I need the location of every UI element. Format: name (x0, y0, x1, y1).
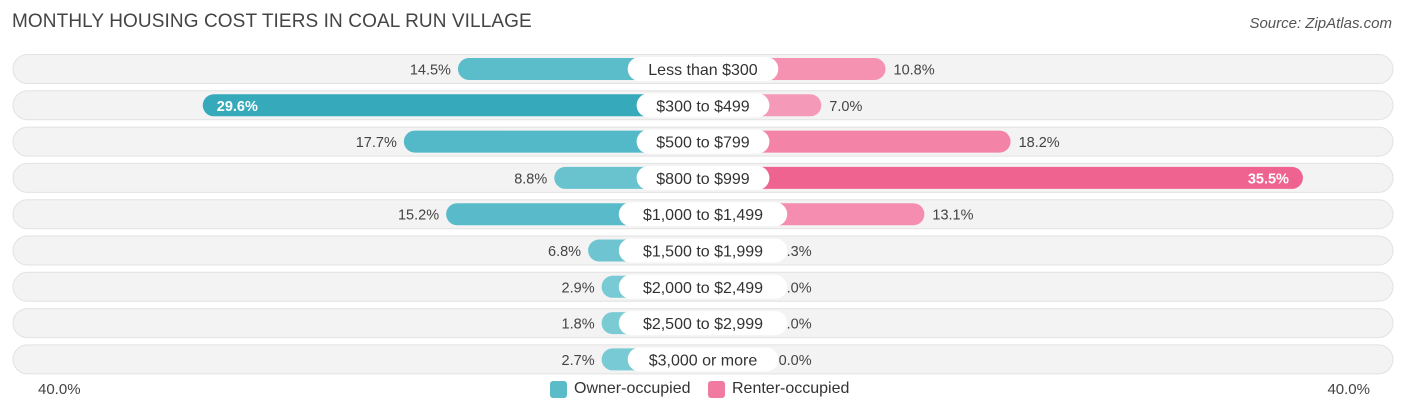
owner-value-label: 14.5% (410, 63, 451, 79)
renter-value-label: 7.0% (829, 99, 862, 115)
category-label-pill (618, 238, 788, 263)
owner-value-label: 6.8% (548, 244, 581, 260)
bar-owner (202, 94, 703, 117)
legend-renter: Renter-occupied (708, 380, 849, 398)
bar-renter (703, 130, 1011, 153)
category-label-pill (627, 57, 779, 81)
legend-renter-swatch (708, 380, 725, 398)
legend-owner: Owner-occupied (550, 380, 691, 398)
category-label-pill (636, 165, 770, 190)
renter-value-label: 0.0% (779, 353, 812, 369)
renter-value-label: 13.1% (932, 208, 973, 224)
source-note: Source: ZipAtlas.com (1249, 15, 1392, 32)
category-label: $3,000 or more (649, 352, 758, 369)
category-label-pill (636, 129, 770, 154)
category-label-pill (618, 274, 788, 299)
chart-title: MONTHLY HOUSING COST TIERS IN COAL RUN V… (12, 11, 532, 32)
category-label: $300 to $499 (656, 98, 750, 115)
renter-value-label: 35.5% (1248, 171, 1289, 187)
category-label: Less than $300 (648, 62, 758, 79)
owner-value-label: 8.8% (514, 171, 547, 187)
owner-value-label: 15.2% (398, 208, 439, 224)
legend-owner-label: Owner-occupied (574, 380, 691, 397)
bar-renter (703, 166, 1303, 189)
chart-canvas: 14.5% 10.8% Less than $300 29.6% 7.0% $300 to… (12, 54, 1394, 375)
category-label-pill (627, 347, 779, 372)
category-label-pill (636, 93, 770, 118)
owner-value-label: 2.9% (562, 280, 595, 296)
legend-owner-swatch (550, 380, 567, 398)
owner-value-label: 29.6% (217, 99, 258, 115)
legend-renter-label: Renter-occupied (732, 380, 850, 397)
category-label-pill (618, 202, 788, 227)
category-label: $2,500 to $2,999 (643, 316, 763, 333)
category-label: $2,000 to $2,499 (643, 280, 763, 297)
axis-left-label: 40.0% (38, 381, 81, 398)
category-label: $500 to $799 (656, 135, 750, 152)
category-label: $800 to $999 (656, 171, 750, 188)
owner-value-label: 17.7% (356, 135, 397, 151)
category-label: $1,500 to $1,999 (643, 244, 763, 261)
category-label-pill (618, 311, 788, 336)
renter-value-label: 10.8% (894, 63, 935, 79)
axis-right-label: 40.0% (1327, 381, 1370, 398)
category-label: $1,000 to $1,499 (643, 207, 763, 224)
bar-owner (403, 130, 703, 153)
owner-value-label: 2.7% (562, 353, 595, 369)
renter-value-label: 18.2% (1019, 135, 1060, 151)
owner-value-label: 1.8% (562, 317, 595, 333)
